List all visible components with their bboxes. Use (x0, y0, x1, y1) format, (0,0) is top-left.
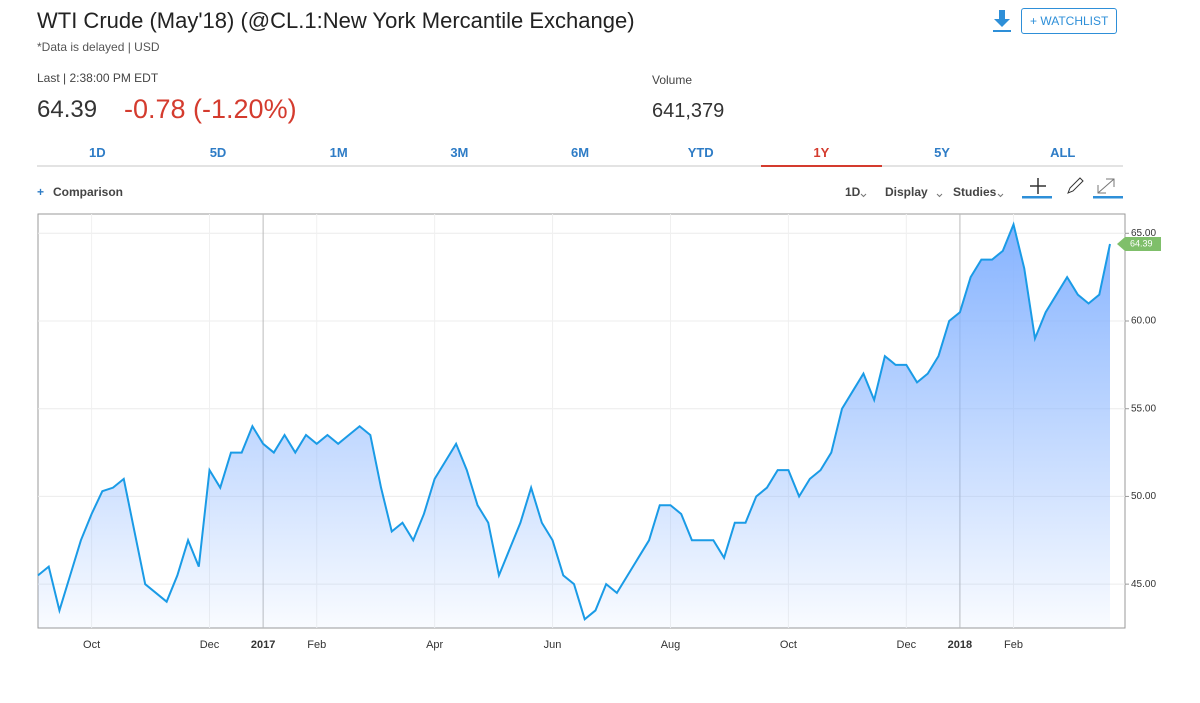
range-tab[interactable]: 5D (209, 145, 227, 160)
interval[interactable]: 1D (845, 185, 861, 199)
range-tab[interactable]: 3M (450, 145, 469, 160)
last-label: Last | 2:38:00 PM EDT (37, 71, 159, 85)
last-tag-label: 64.39 (1130, 238, 1153, 248)
x-tick-label: 2018 (948, 639, 972, 651)
y-tick-label: 65.00 (1131, 228, 1156, 239)
x-tick-label: Dec (200, 639, 220, 651)
x-tick-label: Feb (307, 639, 326, 651)
chevrons (860, 193, 1004, 198)
tool-icons[interactable] (1018, 175, 1126, 199)
comparison[interactable]: Comparison (53, 185, 124, 199)
last-tag (1117, 236, 1161, 251)
range-tab[interactable]: YTD (687, 145, 714, 160)
x-tick-label: Apr (426, 639, 443, 651)
last-price: 64.39 (37, 96, 98, 123)
range-tab[interactable]: ALL (1050, 145, 1076, 160)
range-tab[interactable]: 5Y (934, 145, 950, 160)
y-tick-label: 45.00 (1131, 579, 1156, 590)
x-tick-label: Feb (1004, 639, 1023, 651)
x-tick-label: Dec (897, 639, 917, 651)
studies[interactable]: Studies (953, 185, 997, 199)
line (37, 221, 1111, 621)
range-tab[interactable]: 6M (570, 145, 590, 160)
download-icon[interactable] (992, 10, 1012, 32)
comparison-plus[interactable]: + (37, 185, 45, 199)
area (38, 224, 1110, 628)
range-tab[interactable]: 1Y (761, 145, 882, 167)
volume-label: Volume (652, 73, 693, 87)
x-tick-label: Jun (544, 639, 562, 651)
range-tab[interactable]: 1M (329, 145, 348, 160)
watchlist-button[interactable]: + WATCHLIST (1021, 8, 1118, 34)
range-tabs: 1D 5D 1M 3M 6M YTD 1Y 5Y ALL (37, 145, 1123, 167)
x-tick-label: Oct (83, 639, 100, 651)
x-tick-label: Aug (661, 639, 681, 651)
title: WTI Crude (May'18) (@CL.1:New York Merca… (37, 8, 635, 33)
volume: 641,379 (652, 100, 725, 122)
display[interactable]: Display (885, 185, 928, 199)
change: -0.78 (-1.20%) (124, 94, 297, 124)
x-tick-label: Oct (780, 639, 797, 651)
x-tick-label: 2017 (251, 639, 275, 651)
subtitle: *Data is delayed | USD (37, 40, 160, 54)
range-tab[interactable]: 1D (89, 145, 106, 160)
y-tick-label: 55.00 (1131, 403, 1156, 414)
y-tick-label: 60.00 (1131, 316, 1156, 327)
y-tick-label: 50.00 (1131, 491, 1156, 502)
